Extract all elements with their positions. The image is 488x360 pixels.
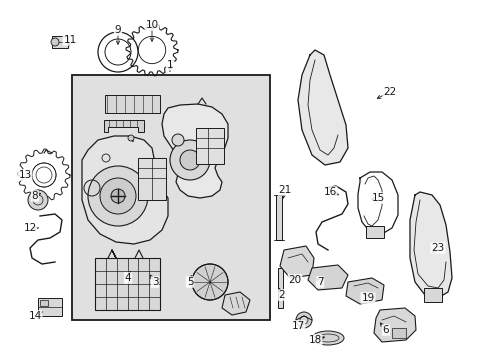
Polygon shape	[82, 136, 168, 244]
Bar	[275, 195, 282, 240]
Text: 23: 23	[430, 243, 444, 253]
Text: 7: 7	[316, 277, 323, 287]
Text: 12: 12	[23, 223, 37, 233]
Text: 16: 16	[323, 187, 336, 197]
Bar	[105, 95, 160, 113]
Text: 5: 5	[186, 277, 193, 287]
Polygon shape	[104, 120, 143, 132]
Text: 3: 3	[151, 277, 158, 287]
Polygon shape	[222, 292, 249, 315]
Bar	[95, 258, 160, 310]
Text: 4: 4	[124, 273, 131, 283]
Polygon shape	[162, 104, 227, 198]
Text: 15: 15	[370, 193, 384, 203]
Bar	[138, 158, 165, 200]
Text: 17: 17	[291, 321, 304, 331]
Bar	[72, 75, 269, 320]
Polygon shape	[307, 265, 347, 290]
Circle shape	[192, 264, 227, 300]
Bar	[365, 226, 383, 238]
Bar	[423, 288, 441, 302]
Circle shape	[180, 150, 200, 170]
Text: 10: 10	[145, 20, 158, 30]
Text: 13: 13	[19, 170, 32, 180]
Text: 18: 18	[308, 335, 321, 345]
Bar	[278, 268, 283, 308]
Circle shape	[100, 178, 136, 214]
Polygon shape	[373, 308, 415, 342]
Text: 11: 11	[63, 35, 77, 45]
Text: 14: 14	[28, 311, 41, 321]
Text: 1: 1	[166, 60, 173, 70]
Polygon shape	[297, 50, 347, 165]
Polygon shape	[346, 278, 383, 304]
Text: 20: 20	[288, 275, 301, 285]
Text: 21: 21	[278, 185, 291, 195]
Text: 2: 2	[278, 290, 285, 300]
Circle shape	[28, 190, 48, 210]
Ellipse shape	[311, 331, 343, 345]
Text: 6: 6	[382, 325, 388, 335]
Bar	[40, 300, 48, 306]
Ellipse shape	[316, 334, 338, 342]
Bar	[52, 36, 68, 48]
Circle shape	[111, 189, 125, 203]
Circle shape	[295, 312, 311, 328]
Polygon shape	[409, 192, 451, 298]
Text: 8: 8	[32, 191, 38, 201]
Circle shape	[128, 135, 134, 141]
Circle shape	[88, 166, 148, 226]
Bar	[38, 298, 62, 316]
Text: 19: 19	[361, 293, 374, 303]
Bar	[196, 128, 224, 164]
Text: 22: 22	[383, 87, 396, 97]
Circle shape	[172, 134, 183, 146]
Polygon shape	[280, 246, 313, 278]
Bar	[391, 328, 405, 338]
Circle shape	[51, 38, 59, 46]
Circle shape	[170, 140, 209, 180]
Text: 9: 9	[115, 25, 121, 35]
